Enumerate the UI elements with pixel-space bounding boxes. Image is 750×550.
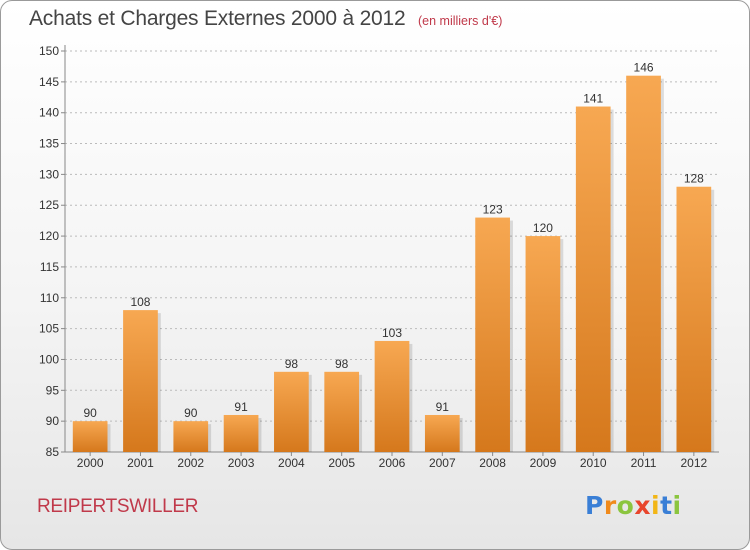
x-tick-label: 2008: [479, 456, 506, 470]
y-tick-label: 115: [40, 260, 59, 274]
value-label: 91: [234, 400, 248, 414]
commune-name: REIPERTSWILLER: [37, 496, 199, 517]
bar: [475, 217, 510, 452]
value-label: 128: [684, 172, 704, 186]
value-label: 103: [382, 326, 402, 340]
value-label: 90: [184, 406, 198, 420]
x-tick-label: 2011: [631, 456, 657, 470]
y-tick-label: 90: [46, 414, 60, 428]
logo-letter: x: [634, 491, 651, 520]
logo-letter: i: [672, 491, 682, 520]
y-tick-label: 130: [39, 167, 59, 181]
proxiti-logo[interactable]: Proxiti: [585, 491, 682, 520]
y-tick-label: 95: [46, 383, 60, 397]
bar: [575, 106, 611, 453]
bar: [676, 186, 712, 452]
value-label: 141: [583, 92, 603, 106]
x-tick-label: 2009: [530, 456, 557, 470]
x-tick-label: 2010: [580, 456, 607, 470]
y-tick-label: 120: [39, 229, 59, 243]
x-tick-label: 2000: [77, 456, 104, 470]
y-tick-label: 110: [40, 291, 59, 305]
x-tick-label: 2005: [328, 456, 355, 470]
logo-letter: o: [616, 491, 635, 520]
logo-letter: r: [603, 491, 617, 520]
y-tick-label: 135: [39, 137, 59, 151]
x-tick-label: 2006: [379, 456, 406, 470]
chart-title: Achats et Charges Externes 2000 à 2012: [29, 7, 406, 30]
bar: [72, 421, 108, 452]
bar: [626, 75, 661, 452]
value-label: 146: [634, 61, 654, 75]
logo-letter: t: [660, 491, 673, 520]
y-tick-label: 150: [39, 44, 59, 58]
x-tick-label: 2002: [177, 456, 204, 470]
y-tick-label: 85: [46, 445, 60, 459]
bar: [324, 371, 360, 452]
bar: [424, 414, 460, 452]
y-tick-label: 145: [39, 75, 59, 89]
value-label: 91: [436, 400, 450, 414]
value-label: 98: [335, 357, 349, 371]
value-label: 108: [130, 295, 150, 309]
bar: [223, 414, 259, 452]
value-label: 123: [483, 203, 503, 217]
logo-letter: i: [651, 491, 661, 520]
bar: [374, 340, 410, 452]
value-label: 98: [285, 357, 299, 371]
x-tick-label: 2001: [127, 456, 154, 470]
y-tick-label: 125: [39, 198, 59, 212]
chart-unit: (en milliers d'€): [418, 14, 503, 28]
value-label: 90: [83, 406, 97, 420]
bar: [173, 421, 209, 452]
y-tick-label: 100: [39, 352, 59, 366]
x-tick-label: 2007: [429, 456, 456, 470]
bar: [274, 371, 309, 452]
y-tick-label: 105: [39, 322, 59, 336]
bar: [123, 310, 158, 452]
x-tick-label: 2004: [278, 456, 305, 470]
value-label: 120: [533, 221, 553, 235]
x-tick-label: 2003: [228, 456, 255, 470]
x-tick-label: 2012: [680, 456, 707, 470]
logo-letter: P: [585, 491, 604, 520]
bar: [525, 236, 561, 452]
y-tick-label: 140: [39, 106, 59, 120]
